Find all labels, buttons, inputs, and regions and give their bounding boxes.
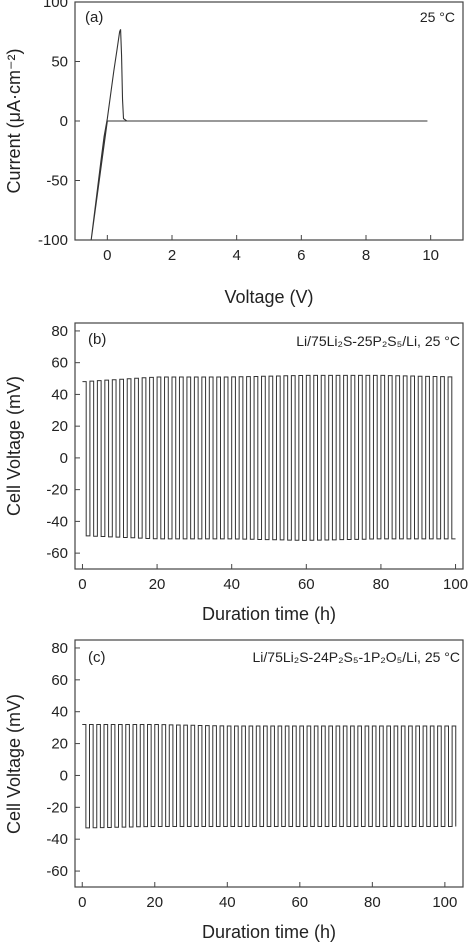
- x-tick-label: 8: [362, 247, 370, 264]
- y-tick-label: -40: [46, 513, 68, 530]
- x-tick-label: 20: [146, 894, 163, 911]
- x-tick-label: 100: [432, 894, 457, 911]
- x-tick-label: 60: [298, 576, 315, 593]
- y-tick-label: -100: [38, 232, 68, 249]
- y-tick-label: -40: [46, 831, 68, 848]
- annotation-b: Li/75Li₂S-25P₂S₅/Li, 25 °C: [296, 333, 460, 349]
- x-tick-label: 2: [168, 247, 176, 264]
- x-tick-label: 40: [219, 894, 236, 911]
- panel-label-a: (a): [85, 9, 103, 26]
- x-axis-title-b: Duration time (h): [202, 604, 336, 624]
- x-tick-label: 100: [443, 576, 468, 593]
- tick-group-a: 0 2 4 6 8 10 100 50 0 -50 -100: [38, 0, 439, 264]
- y-tick-label: 60: [51, 672, 68, 689]
- x-tick-label: 0: [78, 576, 86, 593]
- y-axis-title-c: Cell Voltage (mV): [4, 694, 24, 834]
- y-tick-label: -50: [46, 173, 68, 190]
- y-axis-title-a: Current (μA·cm⁻²): [4, 49, 24, 194]
- y-tick-label: -60: [46, 863, 68, 880]
- panel-c: 0 20 40 60 80 100 80 60 40 20 0 -20 -40 -60 (c) Li/75…: [4, 639, 464, 942]
- x-tick-label: 60: [291, 894, 308, 911]
- y-tick-label: -60: [46, 545, 68, 562]
- tick-group-c: 0 20 40 60 80 100 80 60 40 20 0 -20 -40 -60: [46, 640, 457, 911]
- annotation-c: Li/75Li₂S-24P₂S₅-1P₂O₅/Li, 25 °C: [253, 649, 461, 665]
- x-tick-label: 80: [364, 894, 381, 911]
- panel-label-b: (b): [88, 331, 106, 348]
- panel-b: 0 20 40 60 80 100 80 60 40 20 0 -20 -40 -60 (b) Li/75…: [4, 322, 468, 624]
- y-tick-label: 40: [51, 386, 68, 403]
- y-tick-label: 60: [51, 355, 68, 372]
- panel-label-c: (c): [88, 649, 106, 666]
- y-tick-label: 0: [60, 767, 68, 784]
- x-tick-label: 40: [223, 576, 240, 593]
- data-line-c: [82, 723, 457, 829]
- y-tick-label: 0: [60, 113, 68, 130]
- x-tick-label: 0: [103, 247, 111, 264]
- y-tick-label: 20: [51, 418, 68, 435]
- x-tick-label: 10: [422, 247, 439, 264]
- x-axis-title-a: Voltage (V): [224, 287, 313, 307]
- x-tick-label: 0: [78, 894, 86, 911]
- annotation-a: 25 °C: [420, 9, 455, 25]
- y-tick-label: 80: [51, 640, 68, 657]
- y-tick-label: 0: [60, 450, 68, 467]
- tick-group-b: 0 20 40 60 80 100 80 60 40 20 0 -20 -40 -60: [46, 323, 468, 593]
- x-tick-label: 20: [149, 576, 166, 593]
- x-axis-title-c: Duration time (h): [202, 922, 336, 942]
- plot-frame-b: [74, 322, 464, 570]
- y-tick-label: 80: [51, 323, 68, 340]
- x-tick-label: 80: [373, 576, 390, 593]
- plot-frame-c: [74, 639, 464, 888]
- data-line-b: [82, 374, 456, 541]
- data-line-a: [90, 29, 428, 241]
- x-tick-label: 4: [232, 247, 240, 264]
- y-tick-label: -20: [46, 799, 68, 816]
- y-axis-title-b: Cell Voltage (mV): [4, 376, 24, 516]
- x-tick-label: 6: [297, 247, 305, 264]
- y-tick-label: 20: [51, 736, 68, 753]
- y-tick-label: 50: [51, 54, 68, 71]
- y-tick-label: -20: [46, 482, 68, 499]
- y-tick-label: 100: [43, 0, 68, 11]
- y-tick-label: 40: [51, 704, 68, 721]
- panel-a: 0 2 4 6 8 10 100 50 0 -50 -100 (a) 25 °C Voltage (…: [4, 0, 464, 307]
